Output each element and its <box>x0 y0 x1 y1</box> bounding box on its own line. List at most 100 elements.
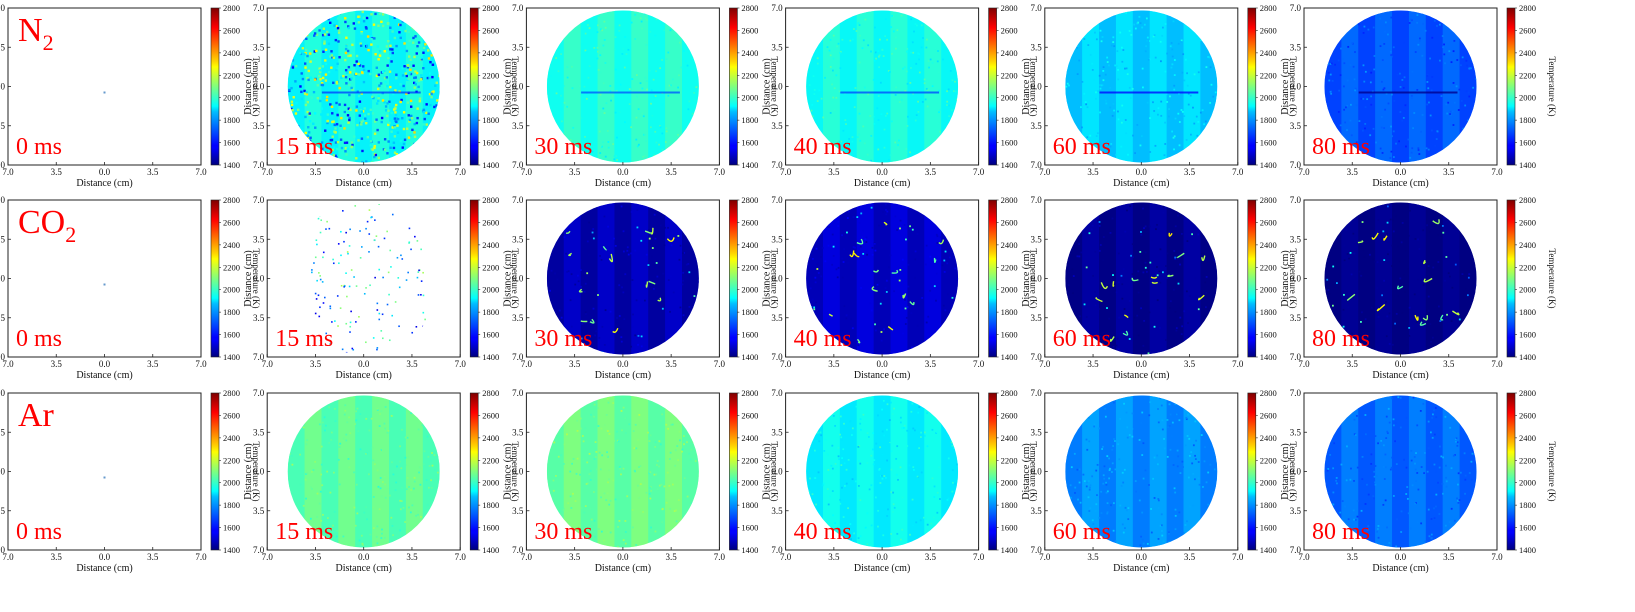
field-speck <box>329 492 331 494</box>
field-speck <box>418 80 420 82</box>
y-tick-label: 3.5 <box>1290 42 1302 52</box>
field-speck <box>360 257 362 259</box>
field-speck <box>667 227 669 229</box>
x-tick-label: 7.0 <box>2 167 14 177</box>
field-speck <box>333 57 335 59</box>
x-tick-label: 7.0 <box>973 552 985 562</box>
y-tick-label: 3.5 <box>0 427 6 437</box>
field-speck <box>397 257 399 259</box>
field-speck <box>415 440 417 442</box>
field-speck <box>839 503 841 505</box>
field-speck <box>343 437 345 439</box>
field-speck <box>853 532 855 534</box>
field-band <box>941 203 958 355</box>
x-tick-label: 3.5 <box>925 552 937 562</box>
field-speck <box>1179 317 1181 319</box>
field-speck <box>952 57 954 59</box>
field-speck <box>833 415 835 417</box>
field-speck <box>419 97 421 99</box>
field-speck <box>1457 441 1459 443</box>
field-speck <box>952 482 954 484</box>
field-speck <box>820 434 822 436</box>
x-tick-label: 3.5 <box>1443 359 1455 369</box>
field-speck <box>936 273 938 275</box>
colorbar-tick-label: 2600 <box>482 217 499 227</box>
field-speck <box>1135 480 1137 482</box>
field-speck <box>1395 143 1397 145</box>
field-speck <box>335 69 337 71</box>
field-speck <box>691 136 693 138</box>
field-speck <box>382 99 384 101</box>
field-speck <box>809 84 811 86</box>
field-speck <box>669 508 671 510</box>
field-speck <box>1182 53 1184 55</box>
field-speck <box>413 123 415 125</box>
field-speck <box>349 54 351 56</box>
field-speck <box>1163 540 1165 542</box>
field-speck <box>596 468 598 470</box>
field-speck <box>840 416 842 418</box>
field-speck <box>1190 24 1192 26</box>
field-speck <box>1393 46 1395 48</box>
field-speck <box>1471 479 1473 481</box>
field-speck <box>438 132 440 134</box>
field-speck <box>620 136 622 138</box>
field-speck <box>1206 481 1208 483</box>
field-speck <box>682 334 684 336</box>
y-tick-label: 7.0 <box>512 195 524 205</box>
field-speck <box>347 50 349 52</box>
field-speck <box>1386 431 1388 433</box>
field-speck <box>337 17 339 19</box>
field-speck <box>1213 506 1215 508</box>
y-tick-label: 3.5 <box>253 234 265 244</box>
field-speck <box>1467 398 1469 400</box>
field-speck <box>1145 262 1147 264</box>
field-speck <box>301 72 303 74</box>
x-axis-label: Distance (cm) <box>76 178 132 189</box>
colorbar-tick-label: 2400 <box>1519 433 1536 443</box>
field-speck <box>337 141 339 143</box>
field-speck <box>937 50 939 52</box>
field-speck <box>1431 518 1433 520</box>
field-speck <box>1389 422 1391 424</box>
field-speck <box>1124 68 1126 70</box>
field-speck <box>1390 126 1392 128</box>
field-speck <box>619 24 621 26</box>
field-speck <box>1348 306 1350 308</box>
field-speck <box>650 527 652 529</box>
field-speck <box>387 304 389 306</box>
field-speck <box>424 23 426 25</box>
field-speck <box>616 159 618 161</box>
field-speck <box>374 463 376 465</box>
colorbar-tick-label: 2000 <box>1260 93 1277 103</box>
field-speck <box>683 50 685 52</box>
field-speck <box>1470 534 1472 536</box>
field-speck <box>815 504 817 506</box>
field-speck <box>334 124 336 126</box>
field-speck <box>664 160 666 162</box>
field-band <box>682 203 699 355</box>
x-tick-label: 0.0 <box>358 359 370 369</box>
field-speck <box>586 51 588 53</box>
field-speck <box>382 337 384 339</box>
field-speck <box>689 233 691 235</box>
field-speck <box>1448 50 1450 52</box>
field-streak <box>1100 92 1199 94</box>
field-speck <box>291 101 293 103</box>
field-speck <box>612 95 614 97</box>
field-speck <box>423 295 425 297</box>
field-speck <box>1161 405 1163 407</box>
field-speck <box>333 146 335 148</box>
field-speck <box>1383 127 1385 129</box>
field-speck <box>342 536 344 538</box>
field-speck <box>1344 407 1346 409</box>
field-speck <box>1100 30 1102 32</box>
field-speck <box>894 142 896 144</box>
field-speck <box>1465 475 1467 477</box>
field-speck <box>1086 267 1088 269</box>
colorbar-tick-label: 1800 <box>223 500 240 510</box>
field-speck <box>1465 516 1467 518</box>
colorbar-tick-label: 1400 <box>482 352 499 362</box>
field-speck <box>1172 139 1174 141</box>
x-axis-label: Distance (cm) <box>595 563 651 574</box>
